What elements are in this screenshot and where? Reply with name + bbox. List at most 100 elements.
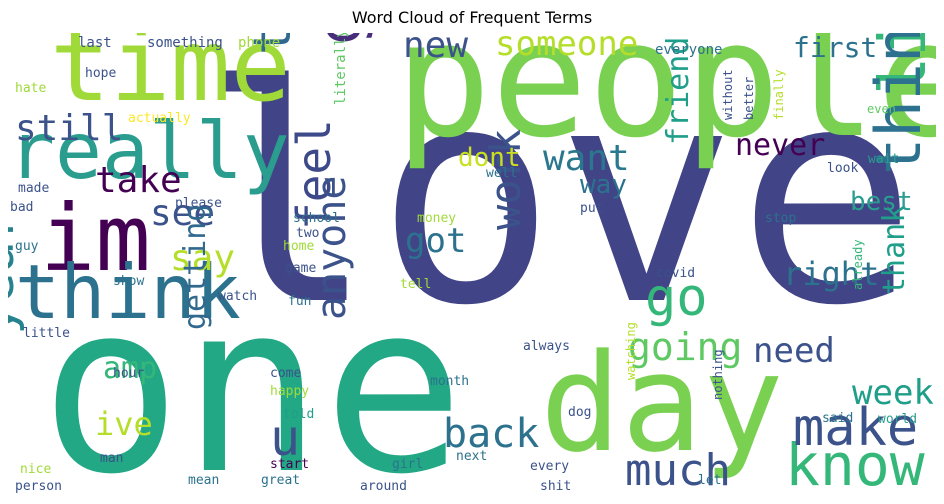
word-u: u — [270, 409, 300, 467]
word-best: best — [850, 187, 913, 217]
word-something: something — [147, 35, 223, 51]
word-ive: ive — [95, 405, 153, 443]
word-well: well — [486, 166, 517, 181]
word-better: better — [742, 77, 756, 120]
word-friend: friend — [661, 37, 696, 145]
word-always: always — [523, 339, 570, 354]
word-nothing: nothing — [711, 349, 725, 400]
word-people: people — [395, 33, 936, 173]
word-covid: covid — [656, 266, 695, 281]
word-today: today — [243, 33, 303, 55]
word-see: see — [150, 193, 215, 234]
word-great: great — [261, 473, 300, 488]
chart-title: Word Cloud of Frequent Terms — [351, 8, 593, 27]
word-guy: guy — [15, 239, 39, 254]
word-never: never — [735, 128, 825, 163]
word-tell: tell — [400, 277, 431, 292]
word-someone: someone — [495, 33, 638, 64]
word-money: money — [417, 211, 456, 226]
word-around: around — [360, 479, 407, 494]
word-amp: amp — [103, 351, 157, 386]
word-fun: fun — [288, 294, 311, 309]
word-made: made — [18, 181, 49, 196]
word-love: love — [195, 33, 917, 371]
word-new: new — [403, 33, 468, 66]
word-two: two — [296, 226, 319, 241]
word-make: make — [793, 398, 918, 458]
word-school: school — [293, 211, 340, 226]
word-need: need — [753, 331, 835, 371]
word-home: home — [283, 239, 314, 254]
word-really: really — [8, 107, 290, 197]
word-think: think — [15, 248, 241, 336]
word-come: come — [270, 366, 301, 381]
word-actually: actually — [128, 111, 191, 126]
word-literally: literally — [333, 33, 349, 105]
word-know: know — [785, 431, 925, 496]
word-bad: bad — [10, 200, 33, 215]
word-getting: getting — [178, 204, 213, 330]
word-one: one — [40, 253, 464, 496]
word-hour: hour — [113, 366, 144, 381]
word-game: game — [285, 261, 316, 276]
word-happy: happy — [270, 384, 309, 399]
word-dog: dog — [568, 405, 591, 420]
word-every: every — [530, 459, 569, 474]
word-want: want — [543, 138, 630, 179]
word-going: going — [628, 325, 742, 369]
word-start: start — [270, 457, 309, 472]
word-already: already — [851, 239, 865, 290]
word-anyone: anyone — [309, 176, 355, 321]
word-stop: stop — [765, 211, 796, 226]
word-time: time — [50, 33, 291, 124]
word-said: said — [822, 411, 853, 426]
word-hate: hate — [15, 81, 46, 96]
word-feel: feel — [287, 119, 341, 230]
word-good: good — [305, 33, 375, 45]
word-back: back — [443, 411, 539, 457]
word-say: say — [170, 238, 235, 279]
word-week: week — [852, 373, 934, 413]
word-mean: mean — [188, 473, 219, 488]
word-im: im — [40, 185, 151, 292]
word-take: take — [95, 160, 182, 201]
word-without: without — [721, 69, 735, 120]
word-told: told — [283, 407, 314, 422]
word-finally: finally — [772, 69, 786, 120]
word-put: put — [580, 201, 603, 216]
word-right: right — [783, 255, 879, 293]
word-go: go — [645, 268, 708, 328]
word-watching: watching — [624, 322, 638, 380]
word-look: look — [827, 161, 858, 176]
word-day: day — [540, 325, 784, 482]
word-everyone: everyone — [655, 42, 722, 58]
word-year: year — [8, 210, 26, 335]
word-thank: thank — [877, 205, 912, 295]
word-show: show — [113, 274, 144, 289]
word-shit: shit — [540, 479, 571, 494]
word-first: first — [793, 33, 877, 64]
word-work: work — [481, 129, 530, 230]
word-little: little — [23, 326, 70, 341]
word-wait: wait — [868, 152, 899, 167]
word-nice: nice — [20, 462, 51, 477]
word-last: last — [78, 35, 112, 51]
word-phone: phone — [238, 35, 280, 51]
word-even: even — [867, 102, 896, 116]
word-month: month — [430, 374, 469, 389]
word-please: please — [175, 196, 222, 211]
word-let: let — [698, 473, 721, 488]
word-person: person — [15, 479, 62, 494]
word-much: much — [625, 445, 731, 496]
word-world: world — [878, 412, 917, 427]
word-way: way — [580, 170, 627, 200]
word-got: got — [405, 221, 466, 261]
word-man: man — [100, 451, 123, 466]
word-watch: watch — [218, 289, 257, 304]
word-dont: dont — [458, 143, 521, 173]
word-life: life — [867, 33, 936, 95]
word-hope: hope — [85, 66, 116, 81]
word-thing: thing — [862, 33, 935, 175]
word-girl: girl — [392, 457, 423, 472]
